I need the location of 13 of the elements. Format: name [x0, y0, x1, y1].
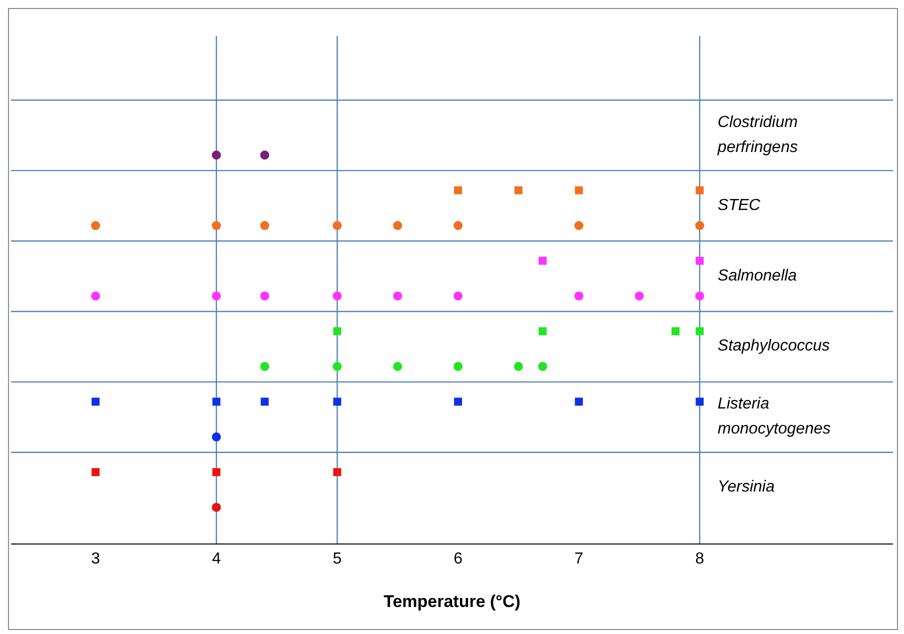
x-tick-label: 7 [574, 550, 584, 568]
x-tick-label: 4 [212, 550, 221, 568]
x-tick-label: 5 [332, 550, 342, 568]
y-tick-label: STEC [718, 197, 761, 214]
y-tick-label: Clostridium perfringens [716, 114, 798, 156]
y-tick-label: Yersinia [718, 478, 775, 496]
y-tick-label: Staphylococcus [718, 338, 830, 355]
x-axis-title: Temperature (°C) [384, 592, 520, 611]
y-tick-label: Salmonella [718, 267, 797, 284]
x-tick-label: 3 [91, 550, 100, 568]
y-tick-label: Listeria monocytogenes [718, 396, 831, 438]
x-tick-label: 8 [695, 550, 704, 568]
x-tick-label: 6 [454, 550, 463, 568]
